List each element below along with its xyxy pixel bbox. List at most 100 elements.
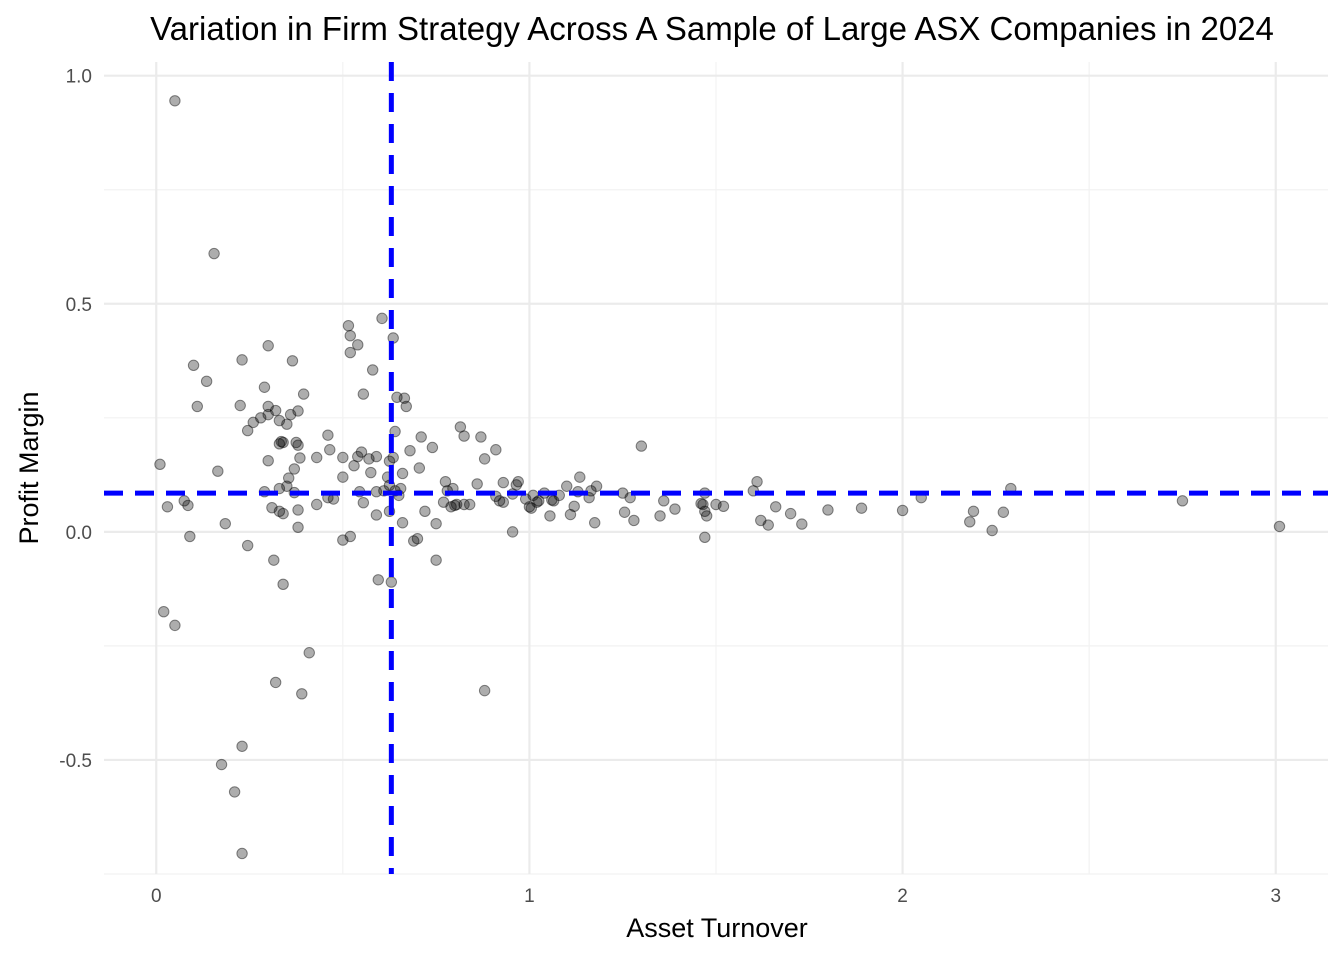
data-point [269,555,279,565]
data-point [259,382,269,392]
data-point [263,456,273,466]
data-point [670,504,680,514]
data-point [371,451,381,461]
data-point [965,517,975,527]
data-points [155,96,1285,859]
data-point [968,506,978,516]
data-point [345,531,355,541]
data-point [353,340,363,350]
data-point [338,472,348,482]
data-point [569,501,579,511]
y-tick-label: 0.0 [66,523,92,544]
data-point [209,248,219,258]
data-point [498,497,508,507]
data-point [235,400,245,410]
data-point [386,577,396,587]
data-point [293,505,303,515]
data-point [414,463,424,473]
data-point [785,508,795,518]
data-point [420,506,430,516]
data-point [345,331,355,341]
data-point [629,515,639,525]
data-point [412,534,422,544]
data-point [367,365,377,375]
x-axis-title: Asset Turnover [626,913,808,943]
chart-title: Variation in Firm Strategy Across A Samp… [150,10,1274,47]
data-point [479,685,489,695]
data-point [220,518,230,528]
data-point [183,500,193,510]
data-point [371,510,381,520]
data-point [476,432,486,442]
data-point [284,473,294,483]
data-point [655,511,665,521]
data-point [159,606,169,616]
data-point [405,445,415,455]
data-point [293,522,303,532]
data-point [170,96,180,106]
data-point [298,389,308,399]
data-point [998,507,1008,517]
data-point [1274,521,1284,531]
data-point [343,320,353,330]
data-point [491,445,501,455]
y-axis-title: Profit Margin [14,391,44,544]
data-point [293,440,303,450]
data-point [295,453,305,463]
data-point [185,531,195,541]
data-point [201,376,211,386]
y-tick-labels: -0.5 0.0 0.5 1.0 [59,67,92,772]
data-point [465,499,475,509]
data-point [388,452,398,462]
data-point [479,454,489,464]
data-point [1177,496,1187,506]
minor-gridlines [104,62,1328,874]
data-point [192,401,202,411]
x-tick-label: 3 [1270,886,1281,907]
data-point [987,525,997,535]
data-point [459,431,469,441]
data-point [278,508,288,518]
data-point [498,477,508,487]
data-point [289,464,299,474]
data-point [823,505,833,515]
data-point [590,518,600,528]
data-point [431,518,441,528]
data-point [562,481,572,491]
data-point [575,472,585,482]
data-point [545,511,555,521]
y-tick-label: -0.5 [59,751,92,772]
x-tick-label: 0 [151,886,162,907]
data-point [278,437,288,447]
data-point [237,741,247,751]
data-point [270,677,280,687]
data-point [338,452,348,462]
data-point [771,502,781,512]
x-tick-label: 1 [524,886,535,907]
data-point [358,497,368,507]
data-point [700,532,710,542]
data-point [312,452,322,462]
data-point [659,496,669,506]
data-point [263,341,273,351]
data-point [856,503,866,513]
data-point [377,313,387,323]
data-point [797,519,807,529]
data-point [155,459,165,469]
data-point [619,507,629,517]
data-point [416,432,426,442]
data-point [282,419,292,429]
x-tick-label: 2 [897,886,908,907]
data-point [323,430,333,440]
data-point [507,527,517,537]
data-point [397,468,407,478]
data-point [312,499,322,509]
data-point [162,502,172,512]
data-point [427,442,437,452]
y-tick-label: 0.5 [66,295,92,316]
data-point [366,467,376,477]
data-point [401,401,411,411]
data-point [213,466,223,476]
data-point [287,356,297,366]
